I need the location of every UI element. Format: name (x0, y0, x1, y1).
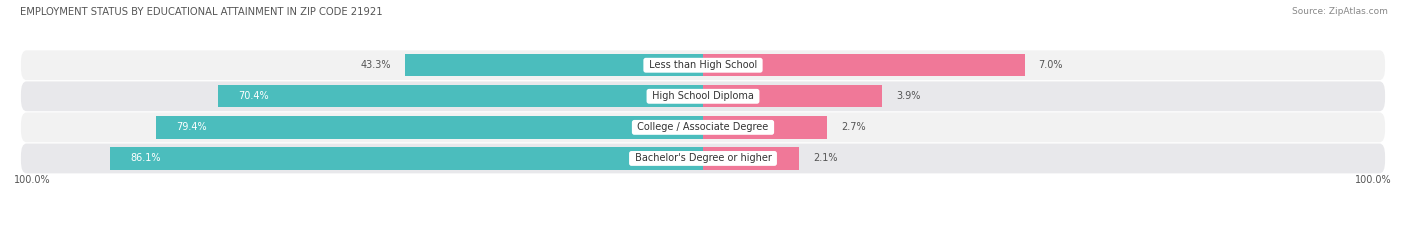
Text: 43.3%: 43.3% (360, 60, 391, 70)
Bar (405, 54, 703, 76)
Bar (218, 85, 703, 107)
Text: EMPLOYMENT STATUS BY EDUCATIONAL ATTAINMENT IN ZIP CODE 21921: EMPLOYMENT STATUS BY EDUCATIONAL ATTAINM… (20, 7, 382, 17)
Text: 3.9%: 3.9% (896, 91, 921, 101)
Text: Less than High School: Less than High School (645, 60, 761, 70)
Bar (110, 147, 703, 170)
Bar (703, 54, 1025, 76)
FancyBboxPatch shape (21, 144, 1385, 173)
FancyBboxPatch shape (21, 113, 1385, 142)
Text: 100.0%: 100.0% (14, 175, 51, 185)
Text: High School Diploma: High School Diploma (650, 91, 756, 101)
Bar (703, 85, 882, 107)
Bar (703, 147, 800, 170)
Text: 79.4%: 79.4% (177, 122, 207, 132)
Text: College / Associate Degree: College / Associate Degree (634, 122, 772, 132)
Text: Source: ZipAtlas.com: Source: ZipAtlas.com (1292, 7, 1388, 16)
FancyBboxPatch shape (21, 50, 1385, 80)
Text: 7.0%: 7.0% (1038, 60, 1063, 70)
Bar (156, 116, 703, 139)
Text: 100.0%: 100.0% (1355, 175, 1392, 185)
Text: Bachelor's Degree or higher: Bachelor's Degree or higher (631, 154, 775, 163)
Bar (703, 116, 827, 139)
Text: 86.1%: 86.1% (131, 154, 162, 163)
FancyBboxPatch shape (21, 81, 1385, 111)
Text: 2.1%: 2.1% (813, 154, 838, 163)
Text: 70.4%: 70.4% (239, 91, 270, 101)
Text: 2.7%: 2.7% (841, 122, 866, 132)
